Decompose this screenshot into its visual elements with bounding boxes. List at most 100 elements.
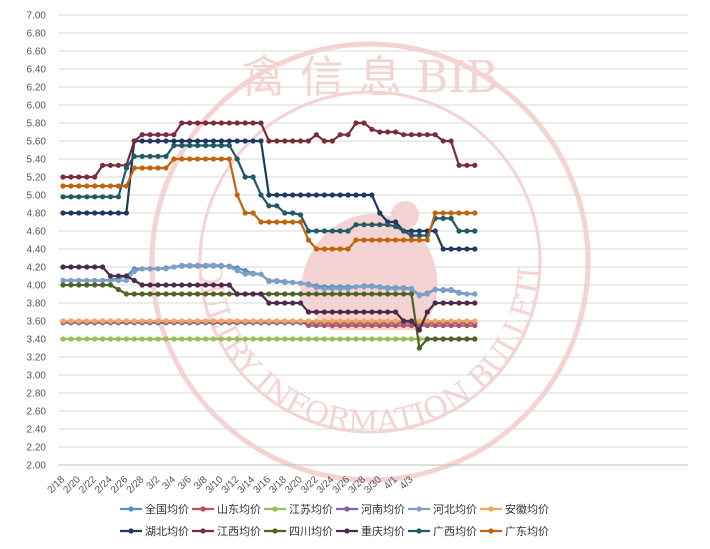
- data-point: [456, 336, 462, 342]
- data-point: [60, 183, 66, 189]
- data-point: [321, 246, 327, 252]
- data-point: [345, 246, 351, 252]
- data-point: [313, 228, 319, 234]
- legend-item: 湖北均价: [120, 525, 189, 538]
- data-point: [432, 228, 438, 234]
- data-point: [305, 237, 312, 243]
- y-tick-label: 5.80: [27, 119, 47, 130]
- data-point: [68, 210, 74, 216]
- data-point: [139, 132, 145, 138]
- data-point: [266, 336, 272, 342]
- y-tick-label: 2.20: [27, 443, 47, 454]
- y-tick-label: 5.40: [27, 155, 47, 166]
- data-point: [115, 210, 121, 216]
- data-point: [369, 318, 375, 324]
- data-point: [210, 318, 217, 324]
- legend-swatch-marker: [344, 506, 350, 512]
- legend-label: 湖北均价: [145, 525, 189, 538]
- data-point: [337, 228, 343, 234]
- data-point: [424, 291, 430, 297]
- data-point: [298, 219, 304, 225]
- data-point: [321, 318, 327, 324]
- data-point: [448, 246, 454, 252]
- data-point: [385, 222, 391, 228]
- data-point: [68, 183, 74, 189]
- data-point: [305, 138, 312, 144]
- data-point: [226, 318, 232, 324]
- y-tick-label: 4.40: [27, 245, 47, 256]
- data-point: [456, 210, 462, 216]
- data-point: [361, 309, 367, 315]
- data-point: [298, 280, 304, 286]
- y-tick-label: 6.40: [27, 65, 47, 76]
- series-10: [60, 264, 478, 333]
- data-point: [123, 273, 129, 279]
- data-point: [440, 300, 446, 306]
- data-point: [100, 318, 106, 324]
- data-point: [369, 222, 375, 228]
- data-point: [147, 132, 153, 138]
- data-point: [448, 300, 454, 306]
- data-point: [424, 318, 430, 324]
- data-point: [234, 138, 240, 144]
- data-point: [115, 194, 121, 200]
- legend-label: 江西均价: [217, 525, 261, 538]
- data-point: [290, 138, 296, 144]
- data-point: [210, 156, 217, 162]
- data-point: [274, 203, 280, 209]
- data-point: [210, 138, 217, 144]
- data-point: [107, 336, 114, 342]
- data-point: [92, 336, 98, 342]
- data-point: [147, 318, 153, 324]
- data-point: [353, 284, 359, 290]
- data-point: [329, 138, 335, 144]
- data-point: [76, 174, 82, 180]
- legend-item: 安徽均价: [480, 502, 549, 516]
- data-point: [76, 210, 82, 216]
- data-point: [369, 126, 375, 132]
- data-point: [290, 300, 296, 306]
- data-point: [416, 232, 422, 239]
- data-point: [171, 132, 177, 138]
- data-point: [250, 210, 256, 216]
- data-point: [282, 219, 288, 225]
- data-point: [171, 142, 177, 149]
- y-tick-label: 7.00: [27, 11, 47, 22]
- legend-swatch-marker: [200, 506, 206, 512]
- data-point: [361, 284, 367, 290]
- data-point: [266, 192, 272, 198]
- legend-item: 山东均价: [192, 503, 261, 516]
- data-point: [60, 277, 66, 284]
- data-point: [448, 336, 454, 342]
- data-point: [131, 165, 137, 171]
- legend-swatch-marker: [128, 528, 134, 534]
- data-point: [393, 291, 399, 297]
- data-point: [401, 318, 407, 324]
- data-point: [203, 291, 209, 297]
- data-point: [115, 277, 121, 284]
- data-point: [345, 286, 351, 292]
- data-point: [361, 222, 367, 228]
- data-point: [345, 318, 351, 324]
- series-11: [60, 142, 478, 239]
- data-point: [107, 277, 114, 284]
- data-point: [456, 300, 462, 306]
- data-point: [258, 219, 264, 225]
- data-point: [258, 120, 264, 126]
- data-point: [408, 237, 415, 243]
- data-point: [218, 138, 224, 144]
- data-point: [290, 219, 296, 225]
- data-point: [68, 264, 74, 270]
- data-point: [187, 282, 193, 288]
- data-point: [203, 138, 209, 144]
- data-point: [60, 336, 66, 342]
- data-point: [329, 286, 335, 292]
- data-point: [416, 228, 422, 234]
- data-point: [416, 327, 422, 333]
- data-point: [195, 262, 201, 268]
- series-3: [60, 336, 478, 342]
- data-point: [305, 192, 312, 198]
- data-point: [274, 300, 280, 306]
- data-point: [179, 336, 185, 342]
